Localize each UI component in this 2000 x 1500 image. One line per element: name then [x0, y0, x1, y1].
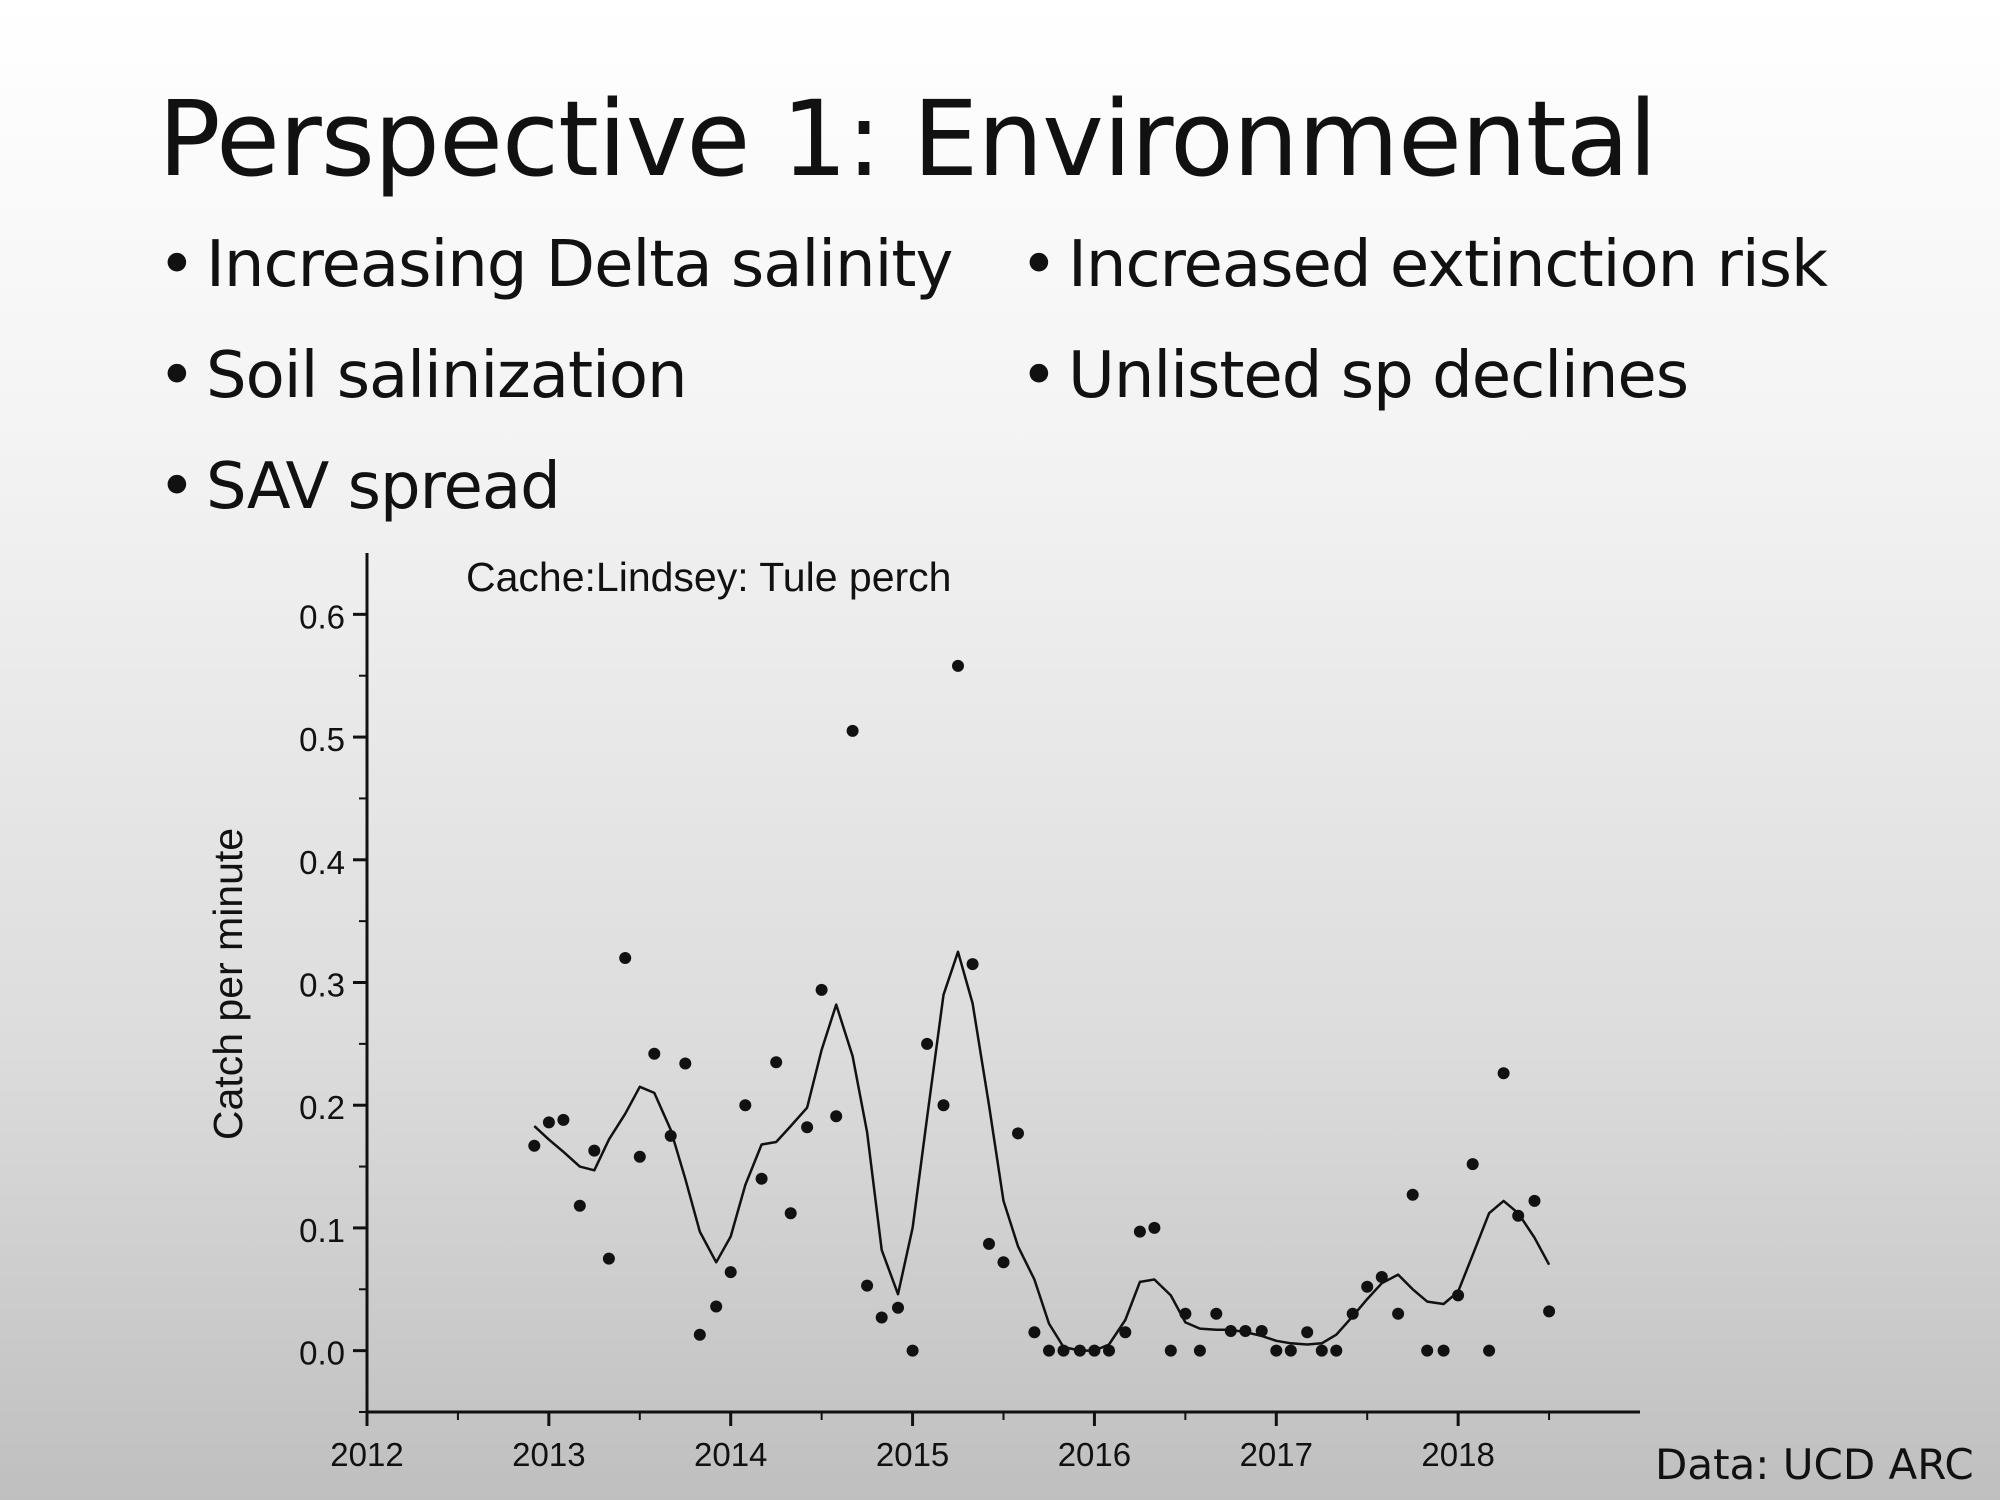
- data-point: [693, 1328, 706, 1341]
- data-point: [557, 1113, 570, 1126]
- data-point: [801, 1121, 814, 1134]
- data-point: [892, 1301, 904, 1314]
- data-credit: Data: UCD ARC: [1655, 1440, 1974, 1489]
- bullet-list-right: Increased extinction risk Unlisted sp de…: [1020, 210, 1828, 432]
- data-point: [1073, 1344, 1086, 1357]
- y-tick-label: 0.6: [299, 598, 345, 635]
- data-point: [1452, 1289, 1465, 1302]
- bullet-item: Soil salinization: [158, 321, 952, 432]
- data-point: [679, 1057, 692, 1070]
- data-point: [1437, 1344, 1450, 1357]
- data-point: [1103, 1344, 1115, 1357]
- data-point: [602, 1252, 615, 1265]
- bullet-item: SAV spread: [158, 432, 952, 543]
- x-tick-label: 2014: [694, 1436, 767, 1473]
- data-point: [1224, 1325, 1237, 1337]
- trend-line: [533, 950, 1551, 1352]
- data-point: [1406, 1188, 1419, 1201]
- bullet-list-left: Increasing Delta salinity Soil salinizat…: [158, 210, 953, 543]
- data-point: [1483, 1344, 1496, 1357]
- axes: 0.0 0.1 0.2 0.3 0.4 0.5 0.6 2012 2013 2014 2015 201…: [299, 553, 1640, 1473]
- data-point: [875, 1311, 888, 1324]
- data-point: [1284, 1344, 1297, 1357]
- data-point: [1497, 1067, 1510, 1080]
- data-point: [1057, 1344, 1070, 1357]
- data-point: [1179, 1307, 1192, 1320]
- plot-area: [528, 659, 1556, 1357]
- data-point: [815, 983, 828, 996]
- data-point: [1193, 1344, 1206, 1357]
- data-point: [542, 1116, 555, 1129]
- data-point: [724, 1266, 737, 1279]
- data-point: [528, 1139, 541, 1152]
- data-point: [952, 659, 964, 672]
- data-point: [1361, 1280, 1374, 1293]
- data-point: [1315, 1344, 1328, 1357]
- y-axis-label: Catch per minute: [205, 828, 251, 1140]
- data-point: [830, 1110, 843, 1123]
- data-point: [846, 724, 859, 737]
- data-point: [1512, 1209, 1525, 1222]
- data-point: [1119, 1326, 1132, 1339]
- data-point: [861, 1279, 874, 1292]
- data-point: [1270, 1344, 1283, 1357]
- data-point: [633, 1150, 646, 1163]
- data-point: [997, 1256, 1010, 1269]
- data-point: [1148, 1221, 1161, 1234]
- y-tick-label: 0.0: [299, 1335, 345, 1372]
- data-point: [648, 1047, 661, 1060]
- data-point: [1375, 1271, 1388, 1283]
- x-tick-label: 2012: [330, 1436, 403, 1473]
- bullet-item: Increasing Delta salinity: [158, 210, 953, 321]
- data-point: [1330, 1344, 1343, 1357]
- data-point: [1255, 1325, 1268, 1337]
- data-point: [739, 1099, 752, 1112]
- data-point: [937, 1099, 950, 1112]
- y-tick-label: 0.2: [299, 1089, 345, 1126]
- bullet-item: Increased extinction risk: [1020, 210, 1828, 321]
- data-point: [784, 1207, 797, 1220]
- data-point: [1421, 1344, 1434, 1357]
- data-point: [1164, 1344, 1177, 1357]
- y-tick-label: 0.5: [299, 721, 345, 758]
- data-point: [966, 958, 979, 971]
- data-point: [1528, 1194, 1541, 1207]
- x-tick-label: 2016: [1058, 1436, 1131, 1473]
- data-point: [1012, 1127, 1024, 1140]
- x-tick-label: 2018: [1421, 1436, 1494, 1473]
- data-point: [1133, 1225, 1146, 1238]
- data-point: [1346, 1307, 1359, 1320]
- y-tick-label: 0.1: [299, 1212, 345, 1249]
- y-tick-label: 0.3: [299, 967, 345, 1004]
- data-point: [1043, 1344, 1055, 1357]
- bullet-item: Unlisted sp declines: [1020, 321, 1827, 432]
- data-point: [1239, 1325, 1252, 1337]
- y-tick-label: 0.4: [299, 844, 345, 881]
- chart-title: Cache:Lindsey: Tule perch: [466, 554, 951, 600]
- data-point: [755, 1172, 768, 1185]
- slide-title: Perspective 1: Environmental: [158, 78, 1657, 200]
- data-point: [1466, 1158, 1479, 1171]
- data-point: [710, 1300, 723, 1313]
- data-point: [588, 1144, 601, 1157]
- data-point: [1543, 1305, 1556, 1318]
- data-point: [921, 1037, 934, 1050]
- data-point: [983, 1237, 995, 1250]
- data-point: [1088, 1344, 1101, 1357]
- data-point: [1028, 1326, 1041, 1339]
- data-point: [1210, 1307, 1223, 1320]
- data-point: [573, 1199, 586, 1212]
- data-point: [664, 1129, 677, 1142]
- data-point: [906, 1344, 919, 1357]
- data-point: [619, 952, 632, 964]
- data-point: [1392, 1307, 1405, 1320]
- data-point: [770, 1056, 783, 1069]
- x-tick-label: 2015: [876, 1436, 949, 1473]
- data-point: [1301, 1326, 1314, 1339]
- x-tick-label: 2013: [512, 1436, 585, 1473]
- x-tick-label: 2017: [1240, 1436, 1313, 1473]
